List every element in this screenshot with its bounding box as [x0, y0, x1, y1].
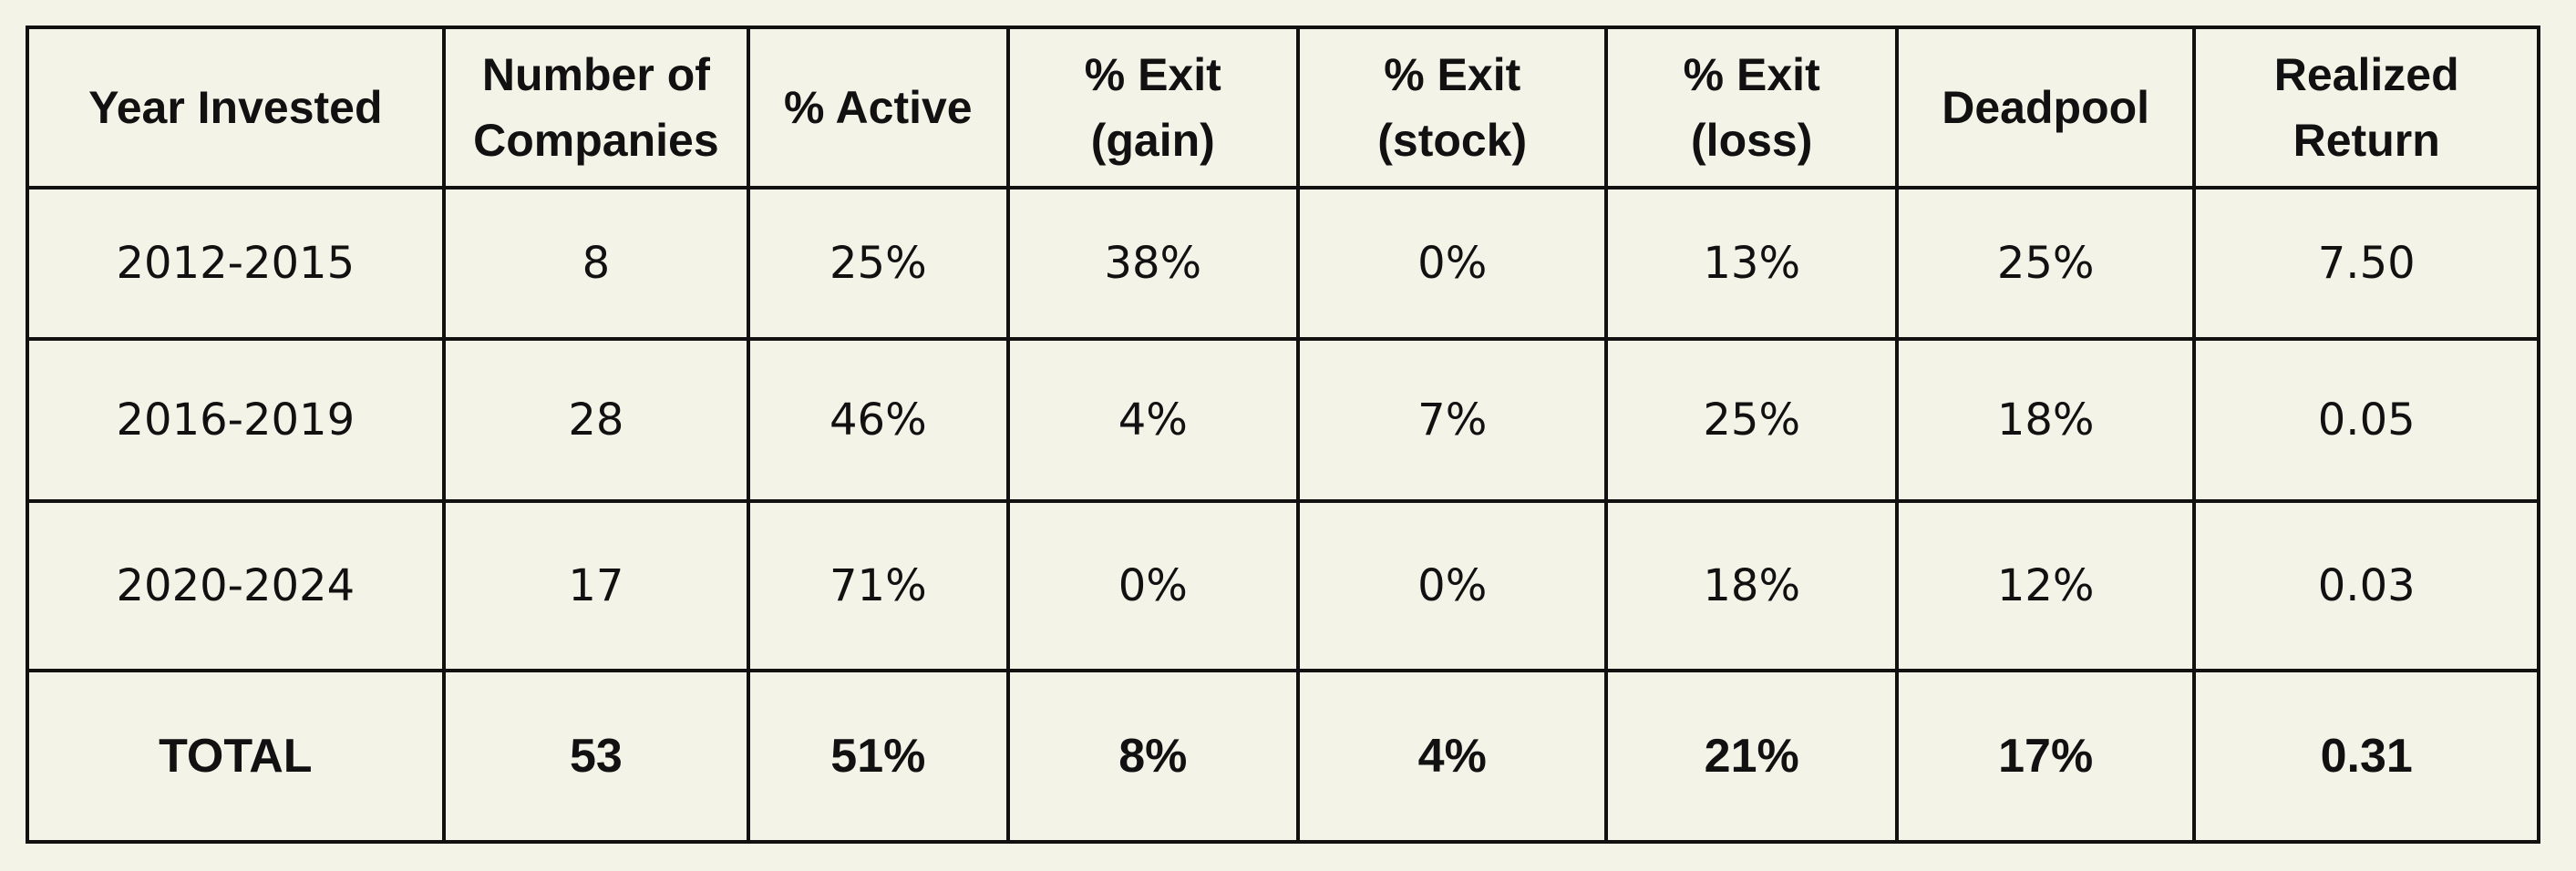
cell-exit-stock: 0%: [1295, 186, 1609, 341]
cell-exit-stock: 7%: [1295, 337, 1609, 503]
total-exit-stock: 4%: [1295, 669, 1609, 844]
cell-number-of-companies: 17: [441, 499, 751, 672]
total-exit-gain: 8%: [1005, 669, 1301, 844]
total-exit-loss: 21%: [1604, 669, 1899, 844]
total-realized-return: 0.31: [2192, 669, 2540, 844]
returns-table: Year Invested Number of Companies % Acti…: [26, 26, 2540, 844]
header-exit-loss: % Exit (loss): [1604, 26, 1899, 190]
cell-realized-return: 0.03: [2192, 499, 2540, 672]
cell-active: 71%: [747, 499, 1010, 672]
header-exit-stock: % Exit (stock): [1295, 26, 1609, 190]
total-number-of-companies: 53: [441, 669, 751, 844]
cell-exit-gain: 38%: [1005, 186, 1301, 341]
cell-exit-loss: 13%: [1604, 186, 1899, 341]
cell-deadpool: 12%: [1894, 499, 2197, 672]
header-active: % Active: [747, 26, 1010, 190]
cell-year-invested: 2020-2024: [26, 499, 446, 672]
table-row: 2012-2015 8 25% 38% 0% 13% 25% 7.50: [26, 186, 2540, 341]
total-active: 51%: [747, 669, 1010, 844]
table-container: Year Invested Number of Companies % Acti…: [26, 26, 2540, 844]
cell-realized-return: 0.05: [2192, 337, 2540, 503]
header-exit-gain: % Exit (gain): [1005, 26, 1301, 190]
cell-realized-return: 7.50: [2192, 186, 2540, 341]
total-row: TOTAL 53 51% 8% 4% 21% 17% 0.31: [26, 669, 2540, 844]
header-row: Year Invested Number of Companies % Acti…: [26, 26, 2540, 190]
cell-active: 46%: [747, 337, 1010, 503]
cell-exit-loss: 18%: [1604, 499, 1899, 672]
cell-year-invested: 2016-2019: [26, 337, 446, 503]
cell-deadpool: 18%: [1894, 337, 2197, 503]
cell-year-invested: 2012-2015: [26, 186, 446, 341]
total-label: TOTAL: [26, 669, 446, 844]
cell-exit-gain: 0%: [1005, 499, 1301, 672]
cell-active: 25%: [747, 186, 1010, 341]
total-deadpool: 17%: [1894, 669, 2197, 844]
cell-exit-stock: 0%: [1295, 499, 1609, 672]
cell-deadpool: 25%: [1894, 186, 2197, 341]
cell-exit-gain: 4%: [1005, 337, 1301, 503]
cell-exit-loss: 25%: [1604, 337, 1899, 503]
table-row: 2020-2024 17 71% 0% 0% 18% 12% 0.03: [26, 499, 2540, 672]
cell-number-of-companies: 28: [441, 337, 751, 503]
cell-number-of-companies: 8: [441, 186, 751, 341]
header-realized-return: Realized Return: [2192, 26, 2540, 190]
header-number-of-companies: Number of Companies: [441, 26, 751, 190]
table-row: 2016-2019 28 46% 4% 7% 25% 18% 0.05: [26, 337, 2540, 503]
header-year-invested: Year Invested: [26, 26, 446, 190]
header-deadpool: Deadpool: [1894, 26, 2197, 190]
